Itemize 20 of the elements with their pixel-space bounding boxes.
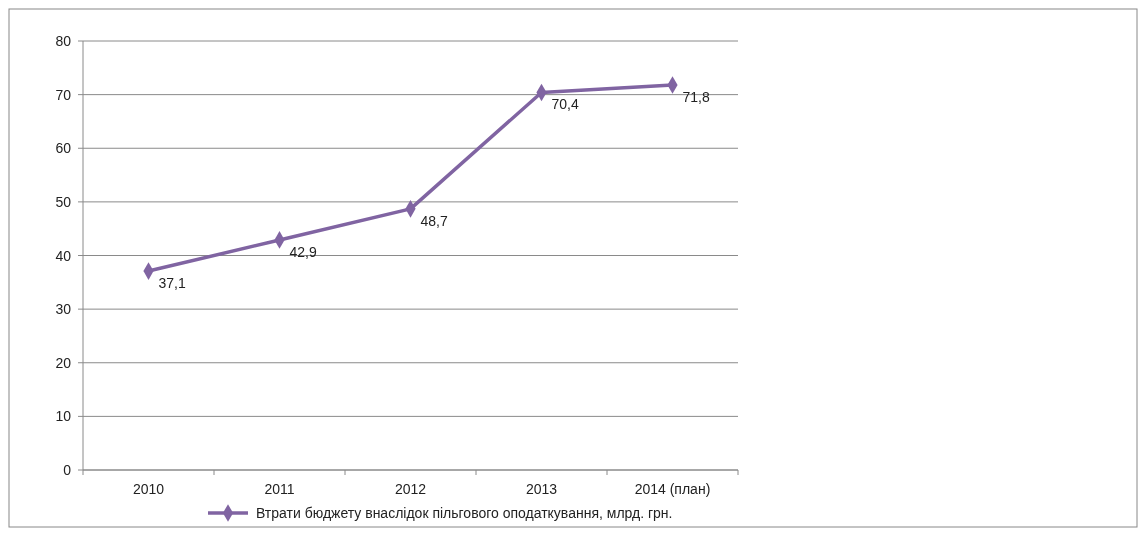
y-tick-label: 20 — [55, 354, 72, 371]
y-tick-label: 60 — [55, 140, 72, 157]
y-tick-label: 50 — [55, 193, 72, 210]
x-tick-label: 2010 — [132, 481, 165, 497]
y-tick-label: 40 — [55, 247, 72, 264]
y-tick-label: 10 — [55, 408, 72, 425]
data-label: 70,4 — [551, 96, 579, 113]
legend-label: Втрати бюджету внаслідок пільгового оподаткування, млрд. грн. — [256, 505, 673, 521]
y-tick-label: 30 — [55, 301, 72, 318]
data-label: 71,8 — [682, 88, 710, 105]
x-tick-label: 2011 — [264, 481, 295, 497]
y-tick-label: 80 — [55, 33, 72, 49]
data-label: 48,7 — [420, 212, 448, 229]
y-tick-label: 0 — [63, 462, 72, 478]
data-label: 37,1 — [158, 275, 186, 292]
x-tick-label: 2013 — [525, 481, 558, 497]
data-label: 42,9 — [289, 243, 317, 260]
x-tick-label: 2012 — [394, 481, 427, 497]
y-tick-label: 70 — [55, 86, 72, 103]
x-tick-label: 2014 (план) — [634, 481, 711, 497]
